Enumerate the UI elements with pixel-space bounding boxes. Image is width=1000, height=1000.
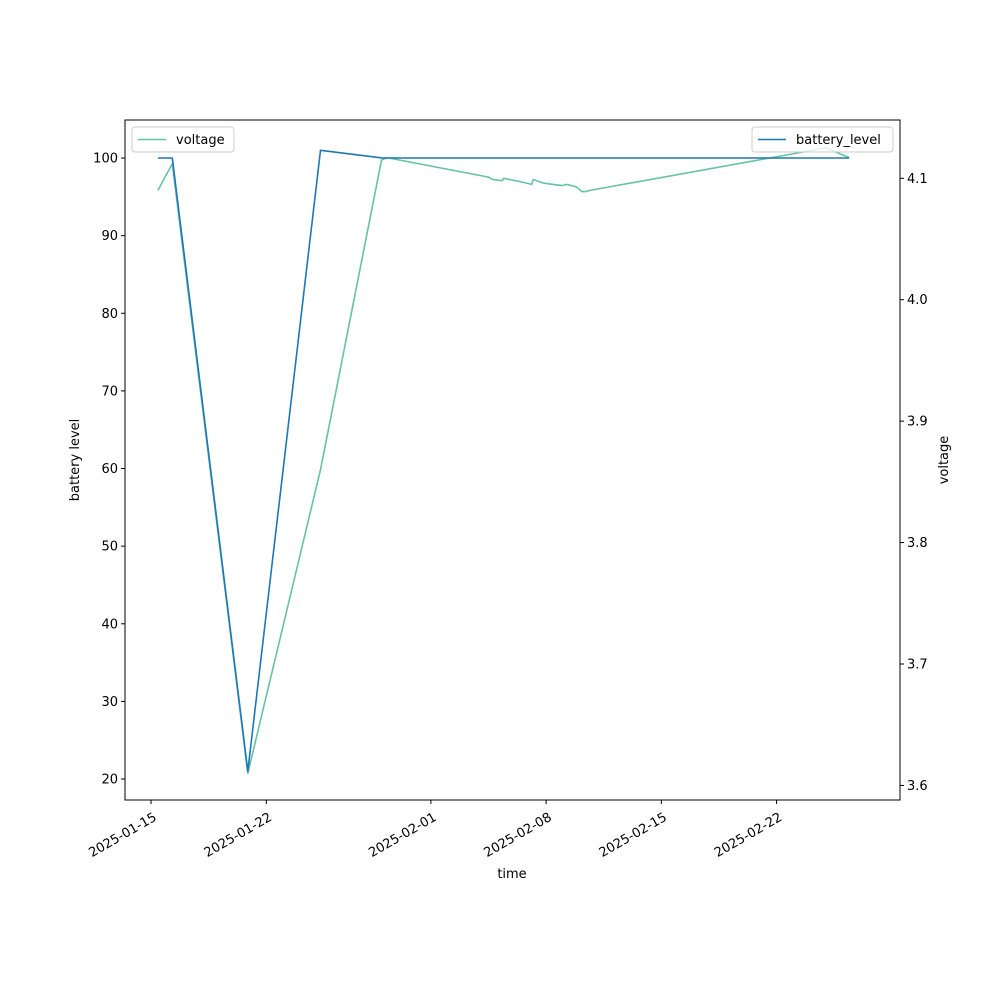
right-y-axis-label: voltage [937,436,952,485]
x-tick-label: 2025-01-22 [202,810,275,861]
x-tick-label: 2025-02-01 [366,810,439,861]
left-y-tick-label: 100 [93,152,118,167]
x-axis-label: time [497,867,526,882]
left-y-tick-label: 40 [101,617,118,632]
x-tick-label: 2025-02-08 [482,810,555,861]
right-y-tick-label: 3.6 [907,779,928,794]
legend-box [131,126,235,153]
x-tick-label: 2025-01-15 [87,810,160,861]
left-y-axis-ticks: 20 30 40 50 60 70 80 90 100 [93,152,125,788]
right-y-axis-ticks: 3.6 3.7 3.8 3.9 4.0 4.1 [900,172,928,794]
left-y-tick-label: 60 [101,462,118,477]
series-layer [157,147,850,775]
x-axis-ticks: 2025-01-15 2025-01-22 2025-02-01 2025-02-08… [87,800,785,861]
legend-label: battery_level [796,133,881,148]
left-y-tick-label: 20 [101,773,118,788]
plot-frame [124,119,901,801]
legend-voltage: voltage [131,126,235,153]
right-y-tick-label: 4.1 [907,172,928,187]
left-y-axis-label: battery level [68,419,83,502]
left-y-tick-label: 70 [101,384,118,399]
right-y-tick-label: 3.7 [907,658,928,673]
right-y-tick-label: 3.9 [907,415,928,430]
right-y-tick-label: 4.0 [907,293,928,308]
x-tick-label: 2025-02-15 [597,810,670,861]
legend-box [751,126,894,153]
legend-battery-level: battery_level [751,126,894,153]
right-y-tick-label: 3.8 [907,536,928,551]
left-y-tick-label: 50 [101,540,118,555]
left-y-tick-label: 90 [101,229,118,244]
left-y-tick-label: 30 [101,695,118,710]
series-line-voltage [157,147,850,775]
left-y-tick-label: 80 [101,307,118,322]
x-tick-label: 2025-02-22 [712,810,785,861]
series-line-battery-level [157,149,850,773]
legend-label: voltage [176,133,225,148]
